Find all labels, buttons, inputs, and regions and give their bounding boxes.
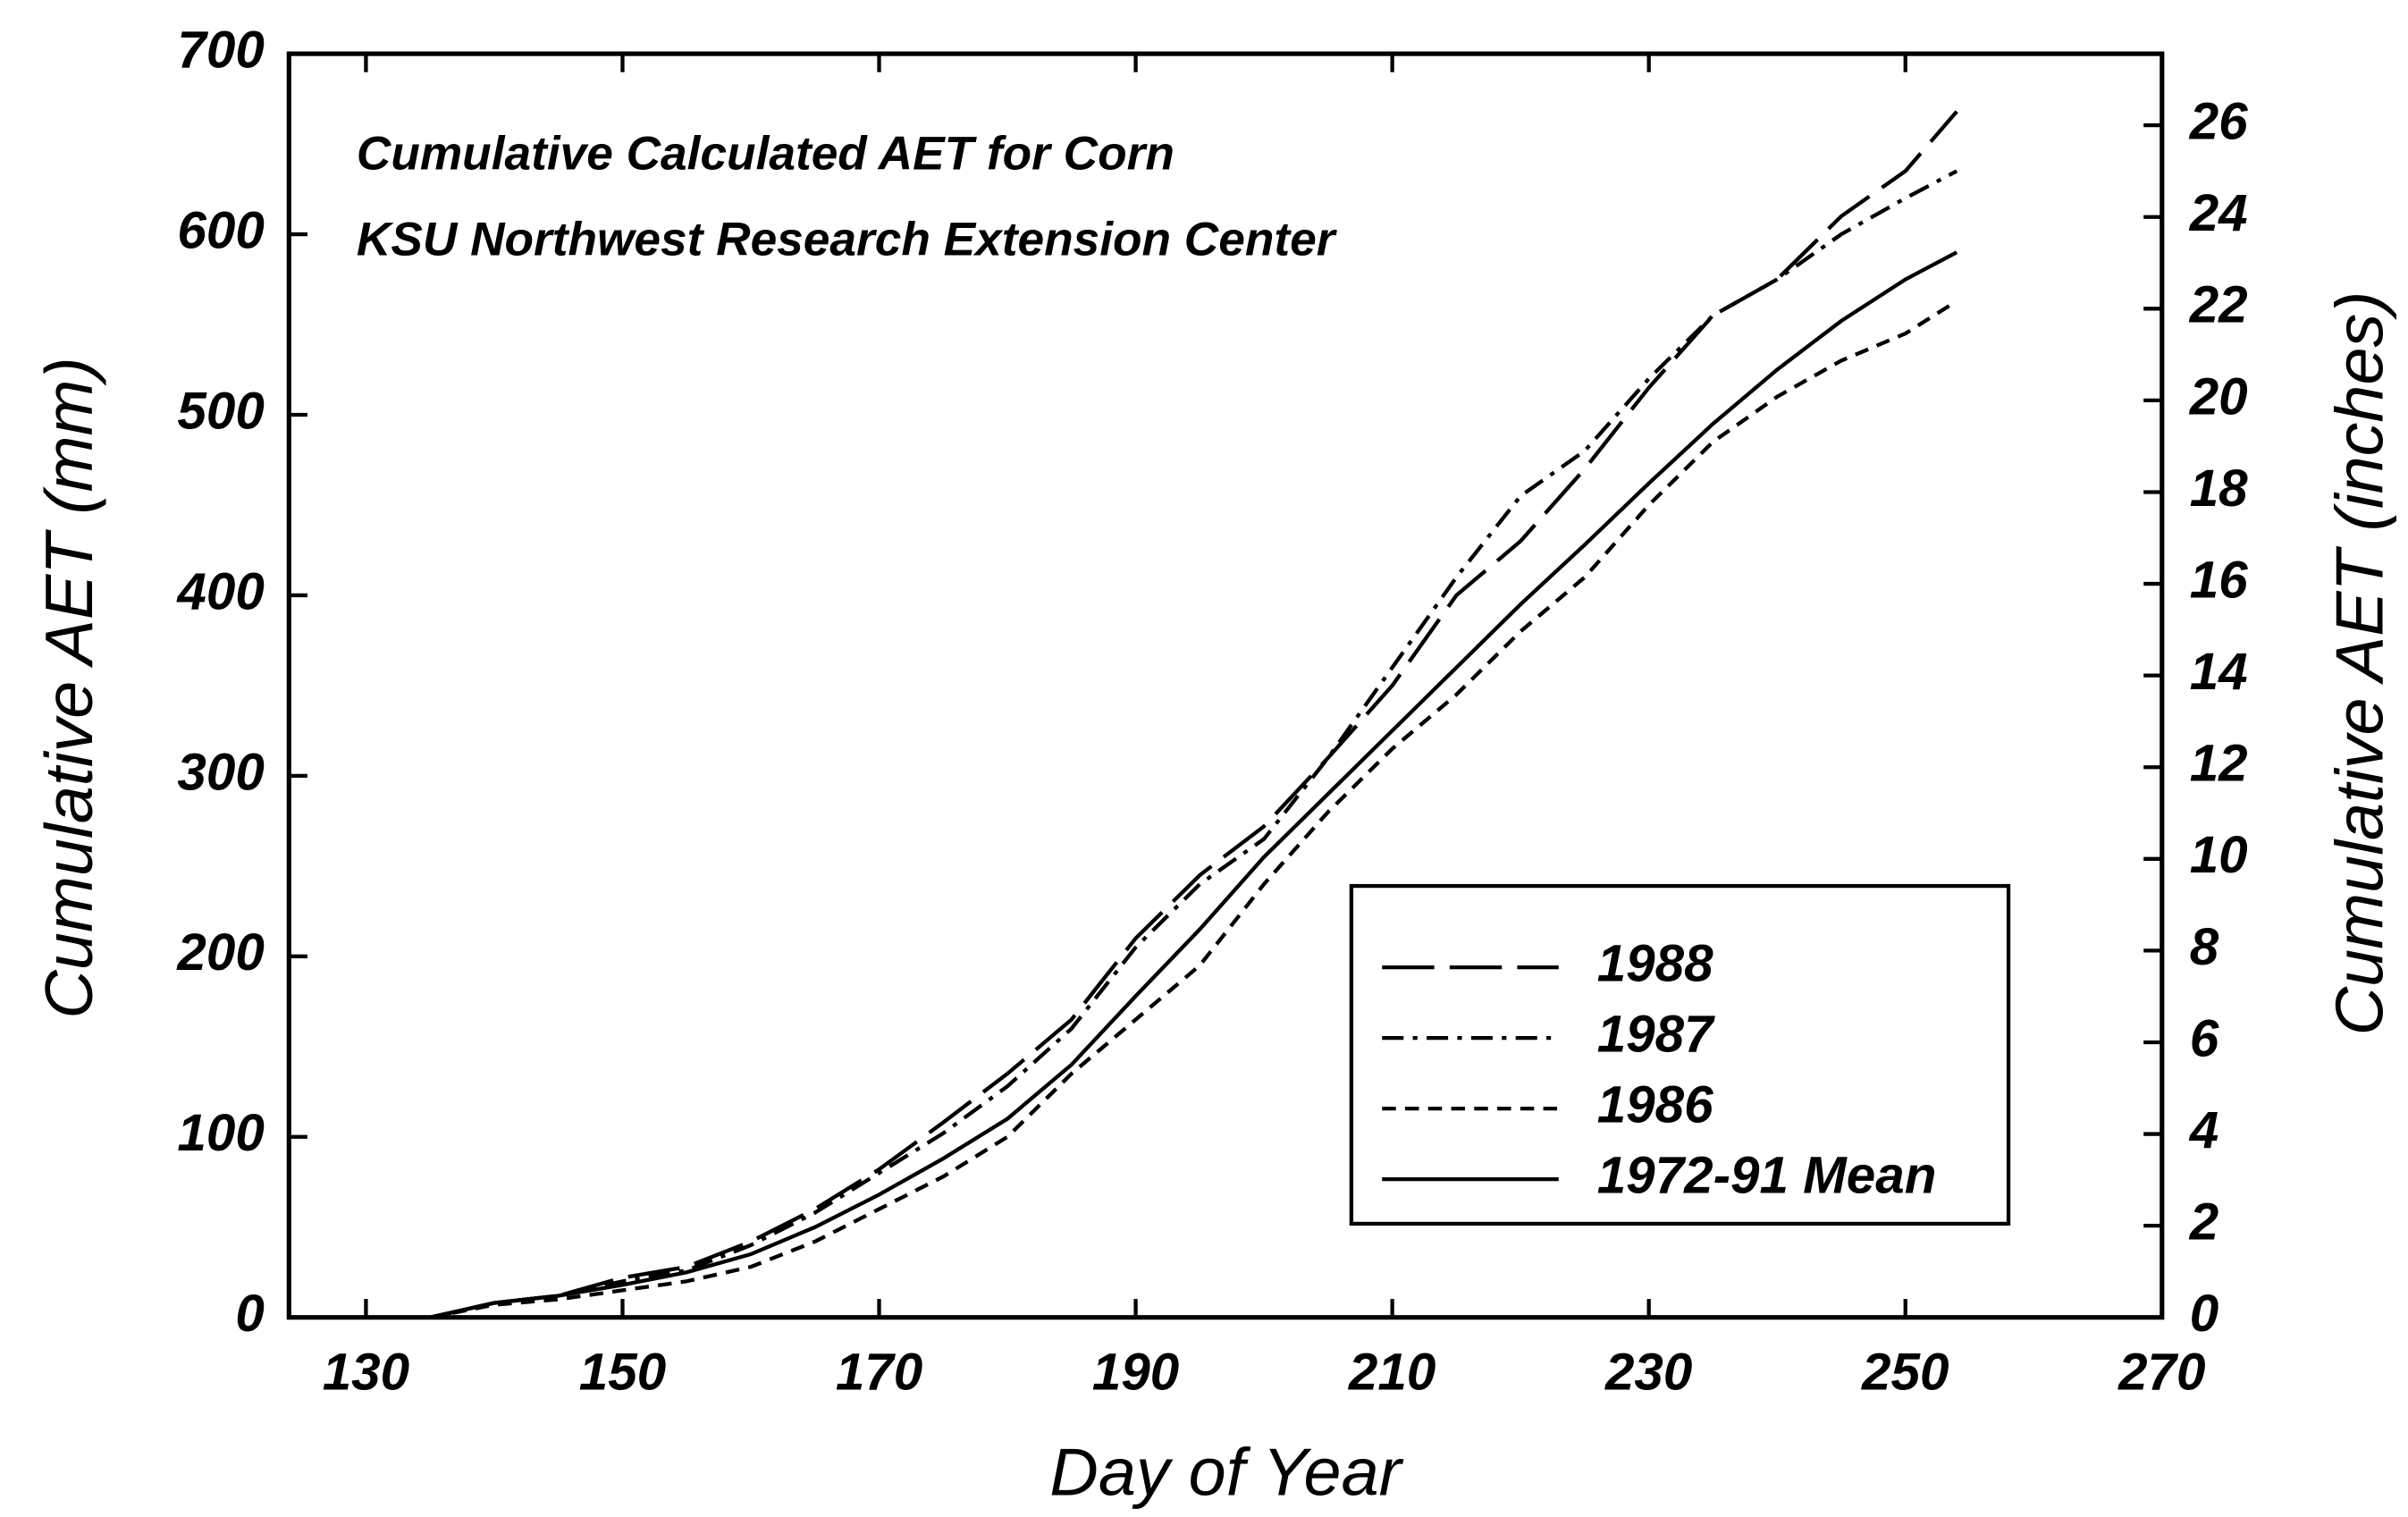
y-tick-label: 700	[177, 21, 264, 80]
legend-text: 1988	[1597, 935, 1713, 993]
y-tick-label: 600	[177, 201, 264, 259]
y-tick-label: 300	[177, 743, 264, 801]
y-tick-label: 0	[235, 1285, 264, 1343]
y-tick-label: 400	[176, 562, 264, 620]
y2-tick-label: 10	[2190, 826, 2248, 884]
y2-tick-label: 2	[2189, 1193, 2219, 1252]
y2-axis-label: Cumulative AET (inches)	[2322, 291, 2397, 1036]
series-line	[429, 299, 1958, 1319]
annotation: KSU Northwest Research Extension Center	[357, 213, 1338, 265]
x-tick-label: 270	[2118, 1343, 2205, 1401]
y-tick-label: 500	[177, 382, 264, 440]
y2-tick-label: 22	[2189, 276, 2248, 334]
x-tick-label: 190	[1092, 1343, 1179, 1401]
y2-tick-label: 16	[2190, 551, 2248, 609]
x-tick-label: 170	[836, 1343, 922, 1401]
plot-frame	[286, 51, 2165, 1320]
y-axis-label: Cumulative AET (mm)	[32, 357, 107, 1018]
legend-box	[1349, 883, 2011, 1226]
y2-tick-label: 20	[2189, 367, 2248, 426]
series-line	[429, 250, 1958, 1319]
legend-text: 1986	[1597, 1076, 1713, 1134]
x-tick-label: 250	[1861, 1343, 1949, 1401]
y2-tick-label: 6	[2190, 1009, 2219, 1067]
series-line	[429, 110, 1958, 1319]
y2-tick-label: 24	[2189, 184, 2248, 242]
x-tick-label: 130	[323, 1343, 409, 1401]
y2-tick-label: 18	[2190, 459, 2248, 518]
x-tick-label: 150	[579, 1343, 666, 1401]
legend-text: 1987	[1597, 1006, 1715, 1064]
y2-tick-label: 4	[2189, 1101, 2219, 1159]
y-tick-label: 200	[176, 923, 264, 982]
x-axis-label: Day of Year	[1049, 1435, 1403, 1510]
x-tick-label: 230	[1604, 1343, 1692, 1401]
x-tick-label: 210	[1348, 1343, 1436, 1401]
annotation: Cumulative Calculated AET for Corn	[357, 127, 1175, 180]
y2-tick-label: 14	[2190, 643, 2248, 701]
y2-tick-label: 8	[2190, 918, 2219, 976]
y2-tick-label: 12	[2190, 735, 2248, 793]
y-tick-label: 100	[177, 1104, 264, 1162]
y2-tick-label: 26	[2189, 93, 2248, 151]
y2-tick-label: 0	[2190, 1285, 2219, 1343]
legend-text: 1972-91 Mean	[1597, 1147, 1937, 1205]
